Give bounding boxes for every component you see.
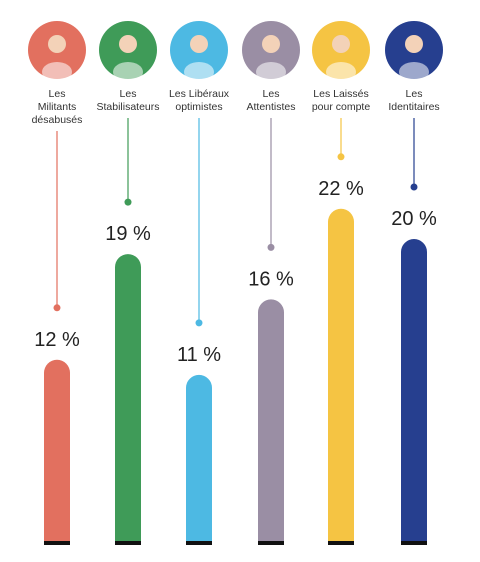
value-label: 22 % xyxy=(318,178,364,200)
dot xyxy=(53,304,61,312)
avatar-head xyxy=(332,35,350,53)
bar-base xyxy=(115,541,141,545)
avatar-body xyxy=(326,62,356,82)
bar xyxy=(258,299,284,541)
category-label: Les Identitaires xyxy=(388,88,440,113)
bar xyxy=(44,359,70,541)
dot xyxy=(195,319,203,327)
bar-base xyxy=(401,541,427,545)
bar-base xyxy=(328,541,354,545)
category-label: Les Attentistes xyxy=(246,88,296,113)
value-label: 20 % xyxy=(391,208,437,230)
avatar-head xyxy=(190,35,208,53)
avatar-body xyxy=(42,62,72,82)
bar-base xyxy=(186,541,212,545)
bar xyxy=(328,208,354,542)
avatar-body xyxy=(184,62,214,82)
value-label: 12 % xyxy=(34,329,80,351)
dot xyxy=(337,153,345,161)
avatar-head xyxy=(48,35,66,53)
bar-base xyxy=(258,541,284,545)
avatar-head xyxy=(262,35,280,53)
bar xyxy=(115,254,141,541)
value-label: 16 % xyxy=(248,268,294,290)
dot xyxy=(124,198,132,206)
avatar-head xyxy=(119,35,137,53)
category-label: Les Militants désabusés xyxy=(31,88,83,126)
bar-base xyxy=(44,541,70,545)
avatar-body xyxy=(399,62,429,82)
value-label: 11 % xyxy=(177,344,221,366)
category-label: Les Stabilisateurs xyxy=(96,88,160,113)
dot xyxy=(267,243,275,251)
value-label: 19 % xyxy=(105,223,151,245)
avatar-body xyxy=(256,62,286,82)
avatar-body xyxy=(113,62,143,82)
category-label: Les Laissés pour compte xyxy=(311,88,371,113)
bar xyxy=(401,239,427,541)
dot xyxy=(410,183,418,191)
bar xyxy=(186,374,212,541)
avatar-head xyxy=(405,35,423,53)
category-label: Les Libéraux optimistes xyxy=(168,88,230,113)
